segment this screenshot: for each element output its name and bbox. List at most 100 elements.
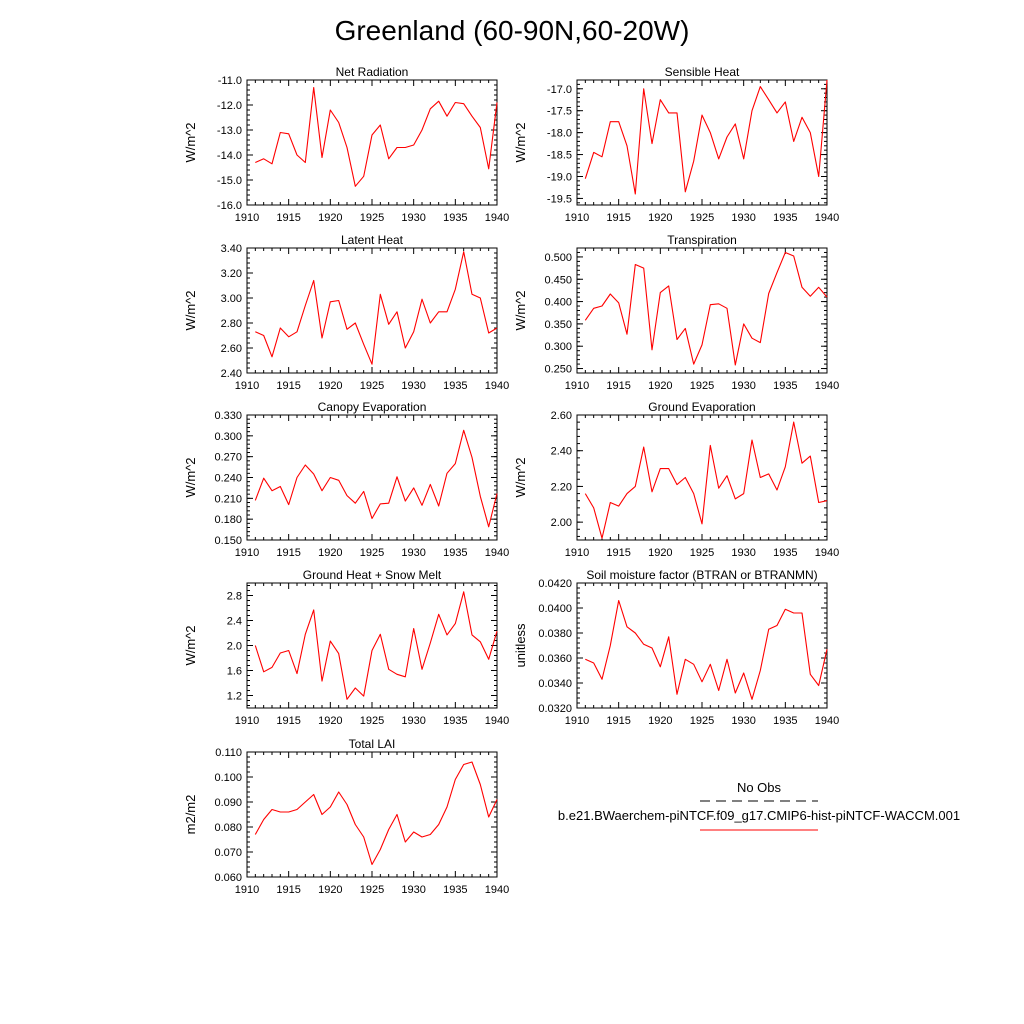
y-tick-label: -17.0 <box>547 84 572 96</box>
y-axis-label: m2/m2 <box>183 795 198 835</box>
x-tick-label: 1925 <box>690 547 714 559</box>
x-tick-label: 1925 <box>360 715 384 727</box>
x-tick-label: 1940 <box>815 380 839 392</box>
y-axis-label: W/m^2 <box>183 122 198 162</box>
panel-title: Soil moisture factor (BTRAN or BTRANMN) <box>586 568 817 582</box>
panel-title: Sensible Heat <box>665 65 740 79</box>
x-tick-label: 1940 <box>815 212 839 224</box>
panel-frame <box>246 414 498 541</box>
series-line <box>254 761 498 866</box>
y-tick-label: 2.8 <box>227 591 242 603</box>
x-tick-label: 1915 <box>276 380 300 392</box>
x-tick-label: 1910 <box>235 212 259 224</box>
panel-3: Latent Heat W/m^2 1910 1915 1920 1925 1930 1935… <box>183 233 509 392</box>
panel-frame <box>576 79 828 206</box>
y-tick-label: 2.60 <box>551 410 572 422</box>
x-tick-label: 1940 <box>485 380 509 392</box>
panel-7: Ground Heat + Snow Melt W/m^2 1910 1915 1920… <box>183 568 509 727</box>
y-axis-label: W/m^2 <box>513 122 528 162</box>
x-tick-label: 1920 <box>648 380 672 392</box>
x-tick-label: 1930 <box>401 380 425 392</box>
x-tick-label: 1920 <box>318 884 342 896</box>
x-tick-label: 1935 <box>773 380 797 392</box>
x-tick-label: 1930 <box>731 380 755 392</box>
y-tick-label: 0.400 <box>544 297 572 309</box>
y-tick-label: 0.300 <box>544 341 572 353</box>
panel-6: Ground Evaporation W/m^2 1910 1915 1920 1925 1… <box>513 400 839 559</box>
y-tick-label: -14.0 <box>217 150 242 162</box>
series-line <box>255 251 498 365</box>
x-tick-label: 1935 <box>443 380 467 392</box>
x-tick-label: 1940 <box>485 212 509 224</box>
y-tick-label: 0.330 <box>214 410 242 422</box>
y-tick-label: 0.0360 <box>538 653 572 665</box>
x-tick-label: 1910 <box>235 884 259 896</box>
x-tick-label: 1915 <box>276 212 300 224</box>
legend: No Obs b.e21.BWaerchem-piNTCF.f09_g17.CM… <box>558 780 960 831</box>
y-tick-label: -13.0 <box>217 125 242 137</box>
y-axis-label: W/m^2 <box>183 290 198 330</box>
panel-title: Latent Heat <box>341 233 404 247</box>
x-tick-label: 1910 <box>235 380 259 392</box>
y-tick-label: -17.5 <box>547 106 572 118</box>
panel-title: Net Radiation <box>336 65 409 79</box>
y-tick-label: 2.20 <box>551 481 572 493</box>
y-tick-label: 0.180 <box>214 514 242 526</box>
x-tick-label: 1915 <box>276 715 300 727</box>
series-line <box>584 421 828 539</box>
x-tick-label: 1940 <box>485 547 509 559</box>
panel-5: Canopy Evaporation W/m^2 1910 1915 1920 1925 1… <box>183 400 509 559</box>
panel-frame <box>246 582 498 709</box>
x-tick-label: 1940 <box>815 715 839 727</box>
y-tick-label: 0.450 <box>544 274 572 286</box>
y-tick-label: 0.0320 <box>538 703 572 715</box>
x-tick-label: 1935 <box>773 547 797 559</box>
y-axis-label: W/m^2 <box>183 457 198 497</box>
y-tick-label: -12.0 <box>217 100 242 112</box>
y-tick-label: -18.5 <box>547 150 572 162</box>
x-tick-label: 1925 <box>690 715 714 727</box>
y-tick-label: 0.240 <box>214 473 242 485</box>
x-tick-label: 1925 <box>360 212 384 224</box>
panel-frame <box>246 247 498 374</box>
x-tick-label: 1940 <box>485 715 509 727</box>
panel-frame <box>576 582 828 709</box>
x-tick-label: 1920 <box>648 547 672 559</box>
x-tick-label: 1915 <box>606 715 630 727</box>
series-line <box>584 79 828 195</box>
y-tick-label: -18.0 <box>547 128 572 140</box>
series-line <box>585 599 828 700</box>
y-tick-label: -19.0 <box>547 171 572 183</box>
panel-title: Ground Evaporation <box>648 400 755 414</box>
y-axis-label: unitless <box>513 623 528 668</box>
y-tick-label: 0.270 <box>214 452 242 464</box>
x-tick-label: 1910 <box>565 212 589 224</box>
legend-model-label: b.e21.BWaerchem-piNTCF.f09_g17.CMIP6-his… <box>558 808 960 823</box>
x-tick-label: 1910 <box>235 715 259 727</box>
panel-title: Total LAI <box>349 737 396 751</box>
y-tick-label: 0.080 <box>214 822 242 834</box>
y-tick-label: 2.80 <box>221 318 242 330</box>
y-tick-label: 2.0 <box>227 641 242 653</box>
y-tick-label: 3.40 <box>221 243 242 255</box>
y-tick-label: 0.210 <box>214 493 242 505</box>
panel-4: Transpiration W/m^2 1910 1915 1920 1925 1930 19… <box>513 233 839 392</box>
y-tick-label: 1.2 <box>227 691 242 703</box>
series-line <box>584 251 828 366</box>
x-tick-label: 1930 <box>731 212 755 224</box>
y-tick-label: 0.350 <box>544 319 572 331</box>
x-tick-label: 1910 <box>565 547 589 559</box>
y-tick-label: 3.20 <box>221 268 242 280</box>
x-tick-label: 1920 <box>318 380 342 392</box>
x-tick-label: 1920 <box>648 212 672 224</box>
x-tick-label: 1930 <box>401 212 425 224</box>
y-tick-label: 2.40 <box>551 446 572 458</box>
y-tick-label: 0.0400 <box>538 603 572 615</box>
y-tick-label: 0.250 <box>544 364 572 376</box>
x-tick-label: 1925 <box>360 884 384 896</box>
x-tick-label: 1925 <box>690 212 714 224</box>
panel-title: Transpiration <box>667 233 737 247</box>
x-tick-label: 1915 <box>276 547 300 559</box>
y-tick-label: 1.6 <box>227 666 242 678</box>
